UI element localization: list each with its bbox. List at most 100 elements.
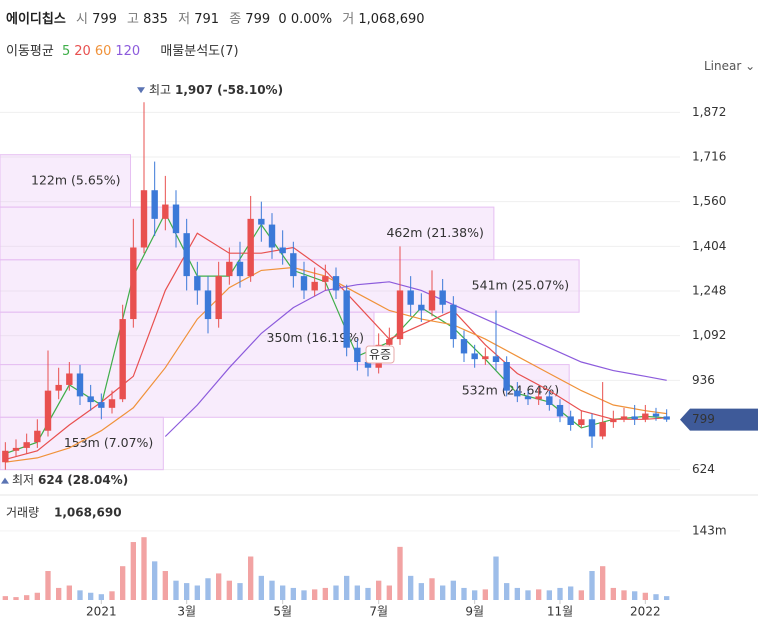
volume-bar (312, 589, 318, 600)
low-text: 624 (28.04%) (38, 473, 128, 487)
candle-body (23, 442, 30, 448)
high-value: 835 (143, 12, 168, 27)
candle-body (247, 218, 254, 277)
volume-bar (45, 571, 51, 600)
ma-line (5, 211, 667, 455)
scale-mode: Linear (704, 59, 742, 73)
candle-body (98, 402, 105, 408)
candle-body (322, 276, 329, 282)
profile-label: 122m (5.65%) (31, 172, 120, 187)
y-tick-label: 1,716 (692, 150, 726, 164)
profile-bar (0, 364, 570, 418)
profile-label: 532m (24.64%) (462, 382, 559, 397)
ma-label[interactable]: 이동평균 (6, 44, 54, 59)
volume-bar (440, 585, 446, 600)
candle-body (556, 404, 564, 417)
candle-body (194, 276, 201, 291)
volume-bar (504, 583, 510, 600)
volume-bar (173, 580, 179, 600)
volume-bar (642, 592, 648, 600)
volume-bar (13, 597, 19, 600)
volume-bar (621, 590, 627, 600)
x-tick-label: 11월 (547, 605, 573, 619)
profile-label[interactable]: 매물분석도(7) (160, 44, 239, 59)
candle-body (610, 419, 617, 423)
candle-body (300, 276, 308, 291)
stock-name: 에이디칩스 (6, 12, 66, 27)
candle-body (364, 362, 372, 368)
candle-body (524, 396, 532, 400)
profile-label: 350m (16.19%) (267, 330, 364, 345)
volume-bar (600, 566, 606, 600)
candle-body (236, 261, 244, 277)
candle-body (108, 399, 116, 408)
candle-body (578, 419, 585, 426)
candle-body (119, 319, 126, 400)
chevron: ⌄ (745, 59, 756, 73)
volume-bar (514, 587, 520, 600)
candle-body (407, 290, 414, 305)
candle-body (631, 416, 638, 420)
candle-body (599, 422, 606, 437)
volume-bar (226, 580, 232, 600)
volume-bar (536, 589, 542, 600)
price-tag (680, 408, 758, 431)
low-label: 최저 (12, 473, 34, 487)
volume-bar (162, 571, 168, 600)
candle-body (332, 276, 340, 291)
high-label: 최고 (149, 83, 171, 97)
volume-bar (248, 556, 254, 600)
candle-body (34, 430, 41, 443)
header: 에이디칩스 시 799 고 835 저 791 종 799 0 0.00% 거 … (6, 8, 425, 27)
volume-bar (24, 595, 30, 600)
volume-bar (333, 585, 339, 600)
volume-bar (578, 590, 584, 600)
scale-selector[interactable]: Linear ⌄ (704, 59, 755, 73)
candle-body (567, 416, 574, 426)
legend-entry: 5 (61, 44, 71, 59)
candle-body (460, 339, 468, 354)
volume-bar (376, 580, 382, 600)
candle-body (418, 304, 425, 311)
low-value: 791 (194, 12, 220, 27)
ma-line (164, 281, 667, 437)
candle-body (535, 396, 542, 400)
candle-body (642, 413, 649, 420)
event-box (365, 345, 395, 364)
high-text: 1,907 (-58.10%) (175, 83, 283, 97)
volume-bar (461, 587, 467, 600)
volume-bar (653, 594, 659, 600)
volume-bar (664, 596, 670, 600)
candle-body (343, 290, 350, 348)
x-tick-label: 9월 (465, 605, 484, 619)
candle-body (183, 233, 190, 277)
candle-body (204, 290, 212, 320)
y-tick-label: 624 (692, 462, 715, 476)
volume-bar (194, 585, 200, 600)
x-tick-label: 7월 (369, 605, 388, 619)
volume-bar (269, 580, 275, 600)
high-label: 고 (127, 12, 139, 27)
volume-value: 1,068,690 (358, 12, 425, 27)
candle-body (503, 362, 510, 391)
candle-body (354, 347, 361, 363)
volume-bar (568, 586, 574, 600)
volume-bar (88, 592, 94, 600)
high-marker (137, 87, 145, 94)
candle-body (396, 290, 404, 340)
volume-bar (429, 578, 435, 600)
volume-bar (184, 583, 190, 600)
volume-bar (141, 537, 147, 600)
volume-bar (557, 587, 563, 600)
volume-bar (280, 585, 286, 600)
legend-entry: 60 (94, 44, 112, 59)
volume-bar (98, 594, 104, 600)
y-tick-label: 1,404 (692, 239, 726, 253)
candle-body (588, 419, 596, 437)
volume-bar (344, 575, 350, 600)
volume-bar (472, 590, 478, 600)
candle-body (226, 261, 233, 277)
legend-entry: 120 (115, 44, 141, 59)
profile-label: 462m (21.38%) (386, 225, 483, 240)
